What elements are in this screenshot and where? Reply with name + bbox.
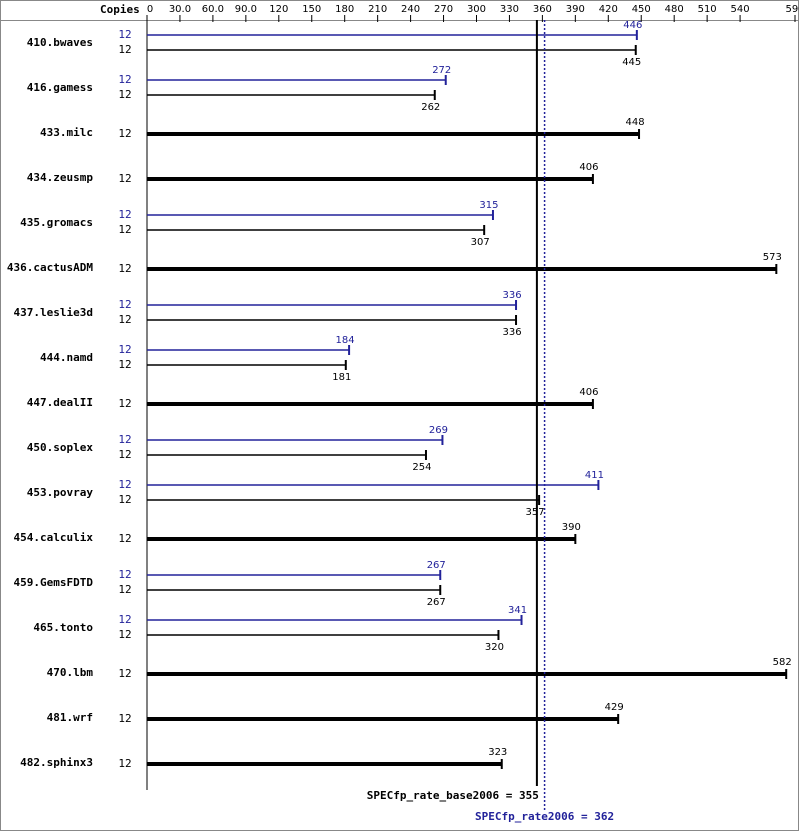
x-tick-label: 300 bbox=[467, 4, 486, 15]
value-label: 336 bbox=[502, 327, 521, 338]
benchmark-label: 459.GemsFDTD bbox=[14, 576, 94, 589]
copies-label: 12 bbox=[118, 568, 131, 581]
copies-label: 12 bbox=[118, 628, 131, 641]
x-tick-label: 590 bbox=[785, 4, 799, 15]
benchmark-label: 433.milc bbox=[40, 126, 93, 139]
benchmark-label: 447.dealII bbox=[27, 396, 93, 409]
copies-label: 12 bbox=[118, 73, 131, 86]
value-label: 411 bbox=[585, 470, 604, 481]
copies-label: 12 bbox=[118, 757, 131, 770]
value-label: 267 bbox=[427, 560, 446, 571]
copies-label: 12 bbox=[118, 667, 131, 680]
copies-label: 12 bbox=[118, 262, 131, 275]
x-tick-label: 450 bbox=[632, 4, 651, 15]
value-label: 181 bbox=[332, 372, 351, 383]
value-label: 269 bbox=[429, 425, 448, 436]
x-tick-label: 90.0 bbox=[235, 4, 257, 15]
copies-label: 12 bbox=[118, 88, 131, 101]
reference-label: SPECfp_rate2006 = 362 bbox=[475, 810, 614, 823]
copies-label: 12 bbox=[118, 298, 131, 311]
copies-label: 12 bbox=[118, 583, 131, 596]
x-tick-label: 180 bbox=[335, 4, 354, 15]
benchmark-label: 450.soplex bbox=[27, 441, 94, 454]
x-tick-label: 240 bbox=[401, 4, 420, 15]
benchmark-label: 416.gamess bbox=[27, 81, 93, 94]
benchmark-label: 482.sphinx3 bbox=[20, 756, 93, 769]
benchmark-label: 437.leslie3d bbox=[14, 306, 93, 319]
value-label: 336 bbox=[502, 290, 521, 301]
value-label: 573 bbox=[763, 252, 782, 263]
copies-label: 12 bbox=[118, 358, 131, 371]
x-tick-label: 360 bbox=[533, 4, 552, 15]
copies-label: 12 bbox=[118, 343, 131, 356]
value-label: 390 bbox=[562, 522, 581, 533]
value-label: 323 bbox=[488, 747, 507, 758]
copies-label: 12 bbox=[118, 208, 131, 221]
copies-label: 12 bbox=[118, 127, 131, 140]
value-label: 445 bbox=[622, 57, 641, 68]
copies-header: Copies bbox=[100, 3, 140, 16]
copies-label: 12 bbox=[118, 613, 131, 626]
value-label: 254 bbox=[412, 462, 431, 473]
value-label: 272 bbox=[432, 65, 451, 76]
benchmark-label: 434.zeusmp bbox=[27, 171, 94, 184]
x-tick-label: 510 bbox=[698, 4, 717, 15]
value-label: 406 bbox=[579, 387, 598, 398]
x-tick-label: 480 bbox=[665, 4, 684, 15]
value-label: 267 bbox=[427, 597, 446, 608]
x-tick-label: 210 bbox=[368, 4, 387, 15]
x-tick-label: 270 bbox=[434, 4, 453, 15]
value-label: 448 bbox=[625, 117, 644, 128]
copies-label: 12 bbox=[118, 712, 131, 725]
x-tick-label: 30.0 bbox=[169, 4, 191, 15]
x-tick-label: 150 bbox=[302, 4, 321, 15]
value-label: 357 bbox=[526, 507, 545, 518]
copies-label: 12 bbox=[118, 313, 131, 326]
copies-label: 12 bbox=[118, 493, 131, 506]
value-label: 184 bbox=[336, 335, 355, 346]
benchmark-label: 454.calculix bbox=[14, 531, 94, 544]
value-label: 582 bbox=[773, 657, 792, 668]
benchmark-label: 453.povray bbox=[27, 486, 94, 499]
copies-label: 12 bbox=[118, 43, 131, 56]
copies-label: 12 bbox=[118, 28, 131, 41]
copies-label: 12 bbox=[118, 433, 131, 446]
reference-label: SPECfp_rate_base2006 = 355 bbox=[367, 789, 539, 802]
copies-label: 12 bbox=[118, 397, 131, 410]
benchmark-label: 410.bwaves bbox=[27, 36, 93, 49]
value-label: 446 bbox=[623, 20, 642, 31]
copies-label: 12 bbox=[118, 532, 131, 545]
benchmark-label: 470.lbm bbox=[47, 666, 94, 679]
value-label: 406 bbox=[579, 162, 598, 173]
x-tick-label: 540 bbox=[731, 4, 750, 15]
benchmark-label: 444.namd bbox=[40, 351, 93, 364]
x-tick-label: 120 bbox=[269, 4, 288, 15]
x-tick-label: 60.0 bbox=[202, 4, 224, 15]
benchmark-label: 435.gromacs bbox=[20, 216, 93, 229]
x-tick-label: 390 bbox=[566, 4, 585, 15]
x-tick-label: 0 bbox=[147, 4, 153, 15]
benchmark-label: 481.wrf bbox=[47, 711, 93, 724]
x-tick-label: 420 bbox=[599, 4, 618, 15]
copies-label: 12 bbox=[118, 448, 131, 461]
copies-label: 12 bbox=[118, 172, 131, 185]
value-label: 320 bbox=[485, 642, 504, 653]
copies-label: 12 bbox=[118, 478, 131, 491]
x-tick-label: 330 bbox=[500, 4, 519, 15]
benchmark-label: 436.cactusADM bbox=[7, 261, 93, 274]
copies-label: 12 bbox=[118, 223, 131, 236]
benchmark-label: 465.tonto bbox=[33, 621, 93, 634]
value-label: 341 bbox=[508, 605, 527, 616]
value-label: 429 bbox=[605, 702, 624, 713]
value-label: 307 bbox=[471, 237, 490, 248]
value-label: 262 bbox=[421, 102, 440, 113]
value-label: 315 bbox=[479, 200, 498, 211]
